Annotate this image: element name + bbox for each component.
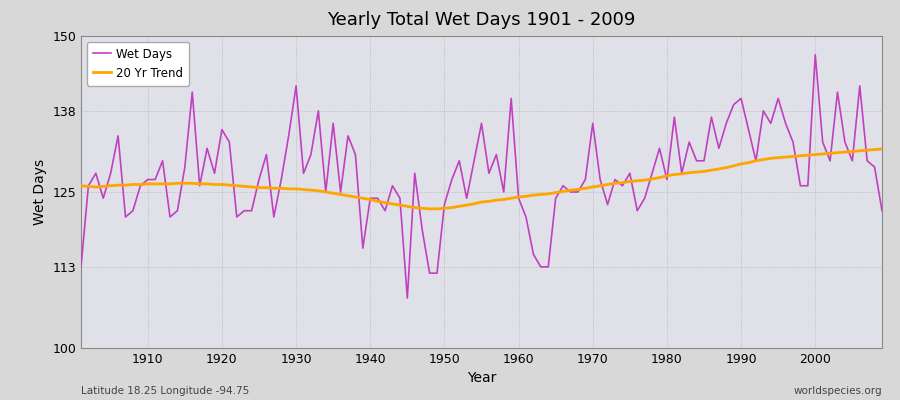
Wet Days	[810, 52, 821, 57]
Wet Days	[135, 183, 146, 188]
20 Yr Trend	[298, 187, 309, 192]
Wet Days	[877, 208, 887, 213]
20 Yr Trend	[513, 194, 524, 199]
Legend: Wet Days, 20 Yr Trend: Wet Days, 20 Yr Trend	[87, 42, 189, 86]
Text: worldspecies.org: worldspecies.org	[794, 386, 882, 396]
Wet Days	[343, 134, 354, 138]
20 Yr Trend	[877, 146, 887, 151]
Wet Days	[520, 214, 531, 219]
Wet Days	[76, 264, 86, 269]
Title: Yearly Total Wet Days 1901 - 2009: Yearly Total Wet Days 1901 - 2009	[328, 11, 635, 29]
20 Yr Trend	[343, 193, 354, 198]
Wet Days	[609, 177, 620, 182]
20 Yr Trend	[520, 194, 531, 199]
Wet Days	[402, 296, 413, 300]
Wet Days	[513, 196, 524, 201]
20 Yr Trend	[76, 183, 86, 188]
20 Yr Trend	[609, 181, 620, 186]
Line: Wet Days: Wet Days	[81, 55, 882, 298]
Line: 20 Yr Trend: 20 Yr Trend	[81, 149, 882, 209]
20 Yr Trend	[135, 182, 146, 187]
X-axis label: Year: Year	[467, 372, 496, 386]
Text: Latitude 18.25 Longitude -94.75: Latitude 18.25 Longitude -94.75	[81, 386, 249, 396]
20 Yr Trend	[424, 206, 435, 211]
Wet Days	[298, 171, 309, 176]
Y-axis label: Wet Days: Wet Days	[32, 159, 47, 225]
